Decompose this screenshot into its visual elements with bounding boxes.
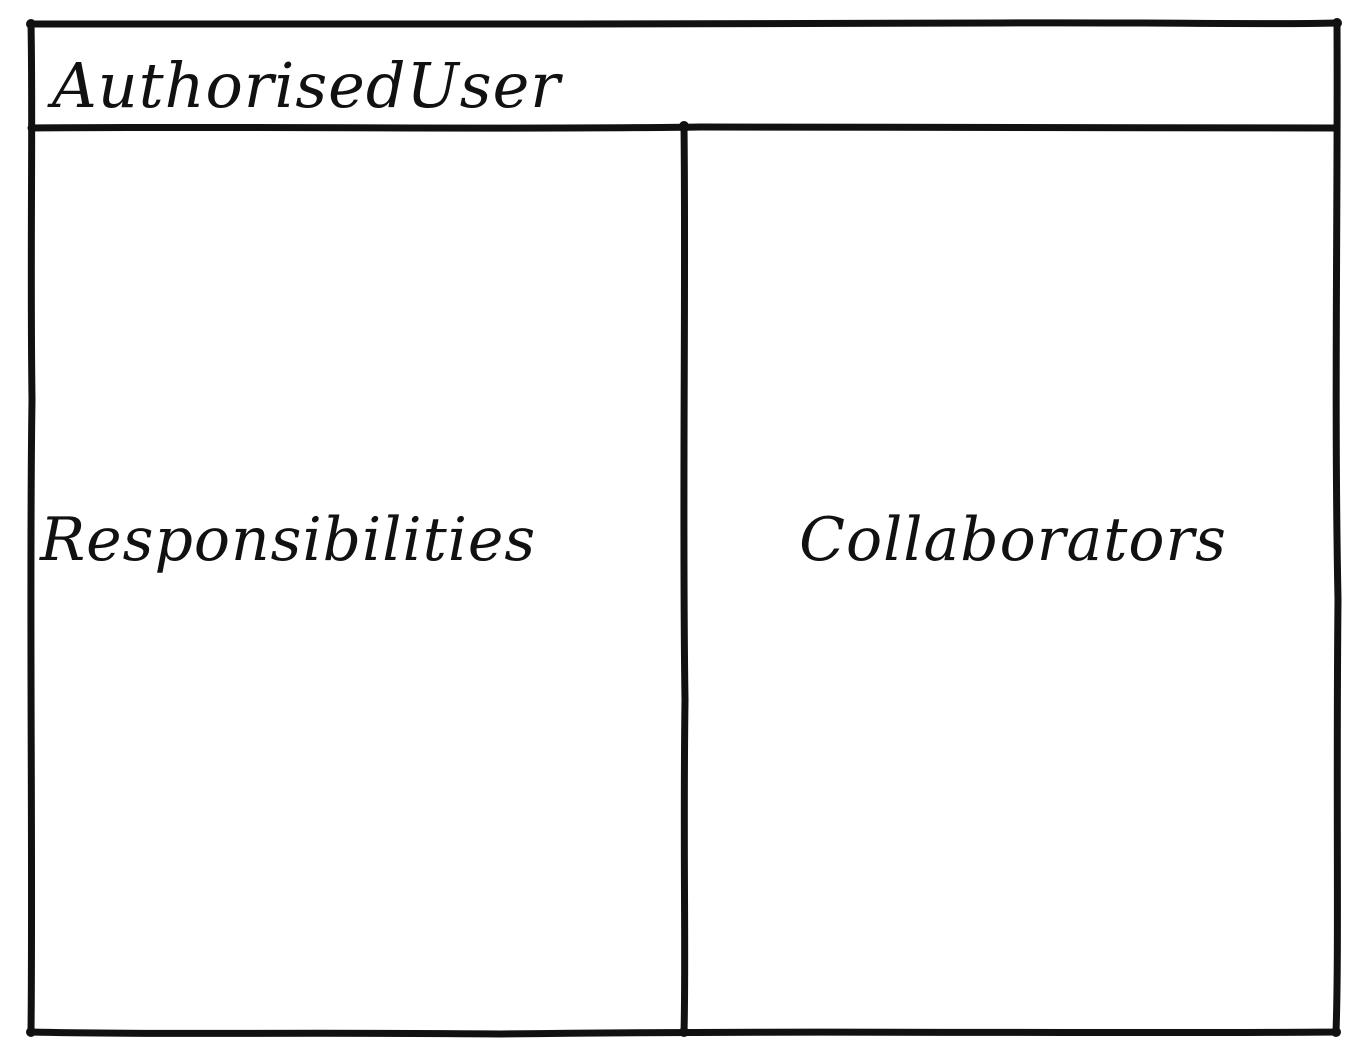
collaborators-label: Collaborators	[799, 505, 1227, 575]
corner-dot	[679, 121, 689, 131]
corner-dot	[1331, 1027, 1341, 1037]
column-divider	[680, 122, 689, 1036]
responsibilities-label: Responsibilities	[40, 505, 537, 575]
corner-dot	[679, 1027, 689, 1037]
corner-dot	[26, 1027, 36, 1037]
corner-dot	[26, 19, 36, 29]
class-name-label: AuthorisedUser	[52, 49, 561, 122]
corner-dot	[1332, 18, 1342, 28]
header-divider	[27, 123, 1341, 132]
